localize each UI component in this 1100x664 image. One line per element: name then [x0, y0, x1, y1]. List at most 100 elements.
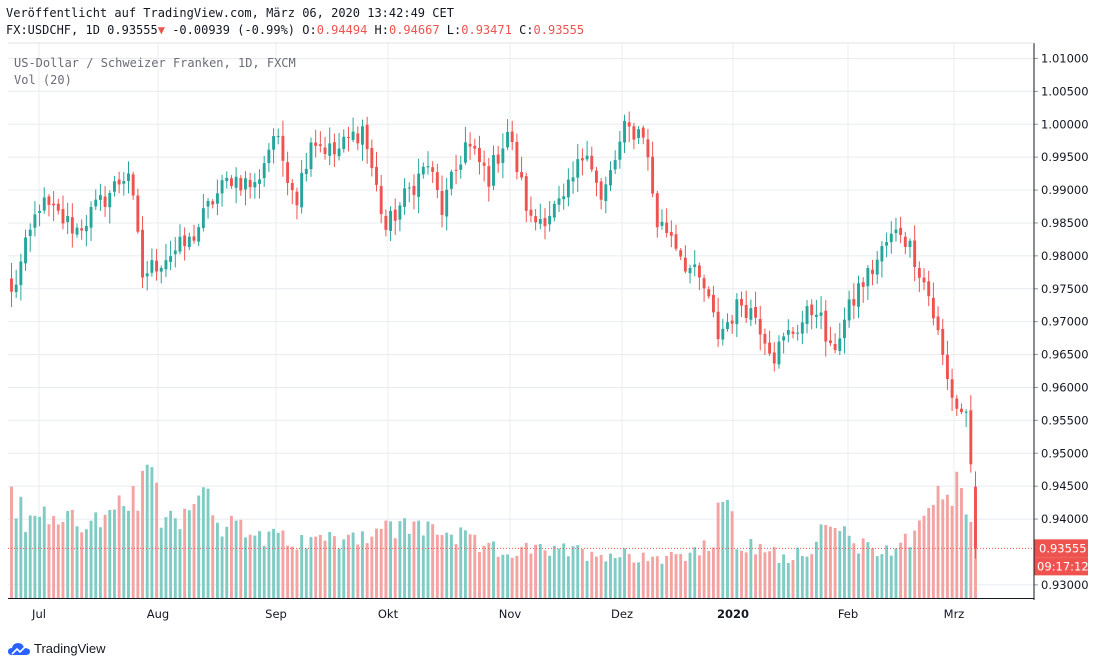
candle: [524, 172, 528, 223]
volume-bar: [885, 545, 889, 598]
volume-bars: [10, 464, 977, 598]
candle: [814, 299, 818, 329]
candle-body: [449, 171, 453, 189]
volume-bar: [417, 520, 421, 598]
volume-bar: [557, 548, 561, 598]
candle-body: [61, 209, 65, 224]
low-value: 0.93471: [461, 23, 512, 37]
volume-bar: [361, 531, 364, 598]
candle: [711, 285, 715, 318]
candle: [861, 277, 865, 303]
candle-body: [955, 398, 959, 409]
candle: [417, 158, 421, 214]
candle-body: [136, 195, 140, 232]
candle-body: [286, 162, 290, 183]
volume-bar: [295, 549, 299, 598]
candle-body: [304, 168, 308, 175]
candle: [435, 163, 439, 198]
candle: [33, 201, 37, 237]
volume-bar: [84, 529, 88, 598]
candle: [618, 131, 622, 169]
candle: [852, 283, 856, 320]
candle: [913, 225, 917, 282]
candle-body: [702, 278, 706, 289]
candle-body: [529, 209, 533, 216]
candle: [908, 238, 912, 258]
candle: [290, 179, 294, 205]
candle-body: [791, 331, 795, 334]
candle: [229, 175, 233, 189]
candle-body: [833, 344, 837, 351]
candle-body: [580, 158, 584, 161]
candle: [113, 175, 116, 197]
price-tick-label: 1.01000: [1041, 51, 1089, 65]
volume-bar: [955, 471, 959, 598]
candle-body: [398, 205, 402, 220]
candle-body: [342, 136, 346, 150]
volume-bar: [47, 524, 51, 598]
candle: [145, 260, 149, 291]
volume-bar: [515, 555, 519, 598]
candle: [155, 249, 159, 281]
candle: [248, 172, 252, 199]
price-tick-label: 0.99000: [1041, 183, 1089, 197]
candle: [253, 173, 257, 199]
volume-bar: [286, 545, 290, 598]
volume-bar: [267, 531, 271, 598]
candle-body: [552, 203, 556, 218]
volume-bar: [847, 535, 851, 598]
candle-body: [141, 229, 144, 278]
volume-bar: [730, 511, 734, 598]
volume-bar: [328, 531, 332, 598]
candle: [14, 269, 18, 298]
candle-body: [10, 278, 13, 292]
tradingview-brand[interactable]: TradingView: [8, 641, 106, 656]
volume-bar: [538, 544, 542, 598]
volume-bar: [244, 537, 247, 598]
volume-bar: [800, 556, 804, 598]
candle: [974, 471, 977, 559]
candle: [520, 156, 524, 181]
price-tick-label: 0.97500: [1041, 282, 1089, 296]
volume-bar: [215, 522, 219, 598]
candle-body: [164, 260, 168, 270]
candle-body: [52, 203, 56, 206]
volume-bar: [482, 545, 486, 598]
volume-bar: [763, 552, 767, 598]
candle-body: [726, 322, 729, 330]
candle-body: [885, 242, 889, 246]
candle: [566, 168, 570, 207]
candle: [445, 177, 449, 231]
candle-body: [655, 193, 659, 228]
candle-body: [492, 155, 495, 186]
candle-body: [543, 218, 547, 227]
candle-body: [145, 273, 149, 277]
candle: [169, 240, 173, 271]
candle: [98, 183, 102, 211]
volume-bar: [819, 524, 823, 598]
volume-bar: [843, 526, 846, 598]
time-tick-label: Nov: [499, 607, 522, 621]
candle-body: [871, 269, 874, 275]
candle-body: [389, 210, 392, 231]
volume-bar: [726, 499, 729, 598]
volume-bar: [964, 514, 968, 598]
candle-body: [89, 206, 93, 228]
volume-bar: [805, 556, 809, 598]
candle-body: [707, 289, 711, 297]
candle: [585, 140, 589, 162]
candle: [899, 216, 903, 244]
candle: [571, 161, 575, 194]
time-tick-label: Jul: [31, 607, 46, 621]
volume-bar: [398, 521, 402, 598]
candle: [960, 403, 963, 415]
candle: [730, 314, 734, 334]
candle-body: [178, 236, 182, 252]
volume-bar: [421, 535, 425, 598]
candle: [716, 297, 720, 347]
candle-body: [70, 217, 74, 234]
candle-body: [772, 352, 776, 364]
candle: [623, 114, 626, 154]
volume-bar: [187, 510, 191, 598]
